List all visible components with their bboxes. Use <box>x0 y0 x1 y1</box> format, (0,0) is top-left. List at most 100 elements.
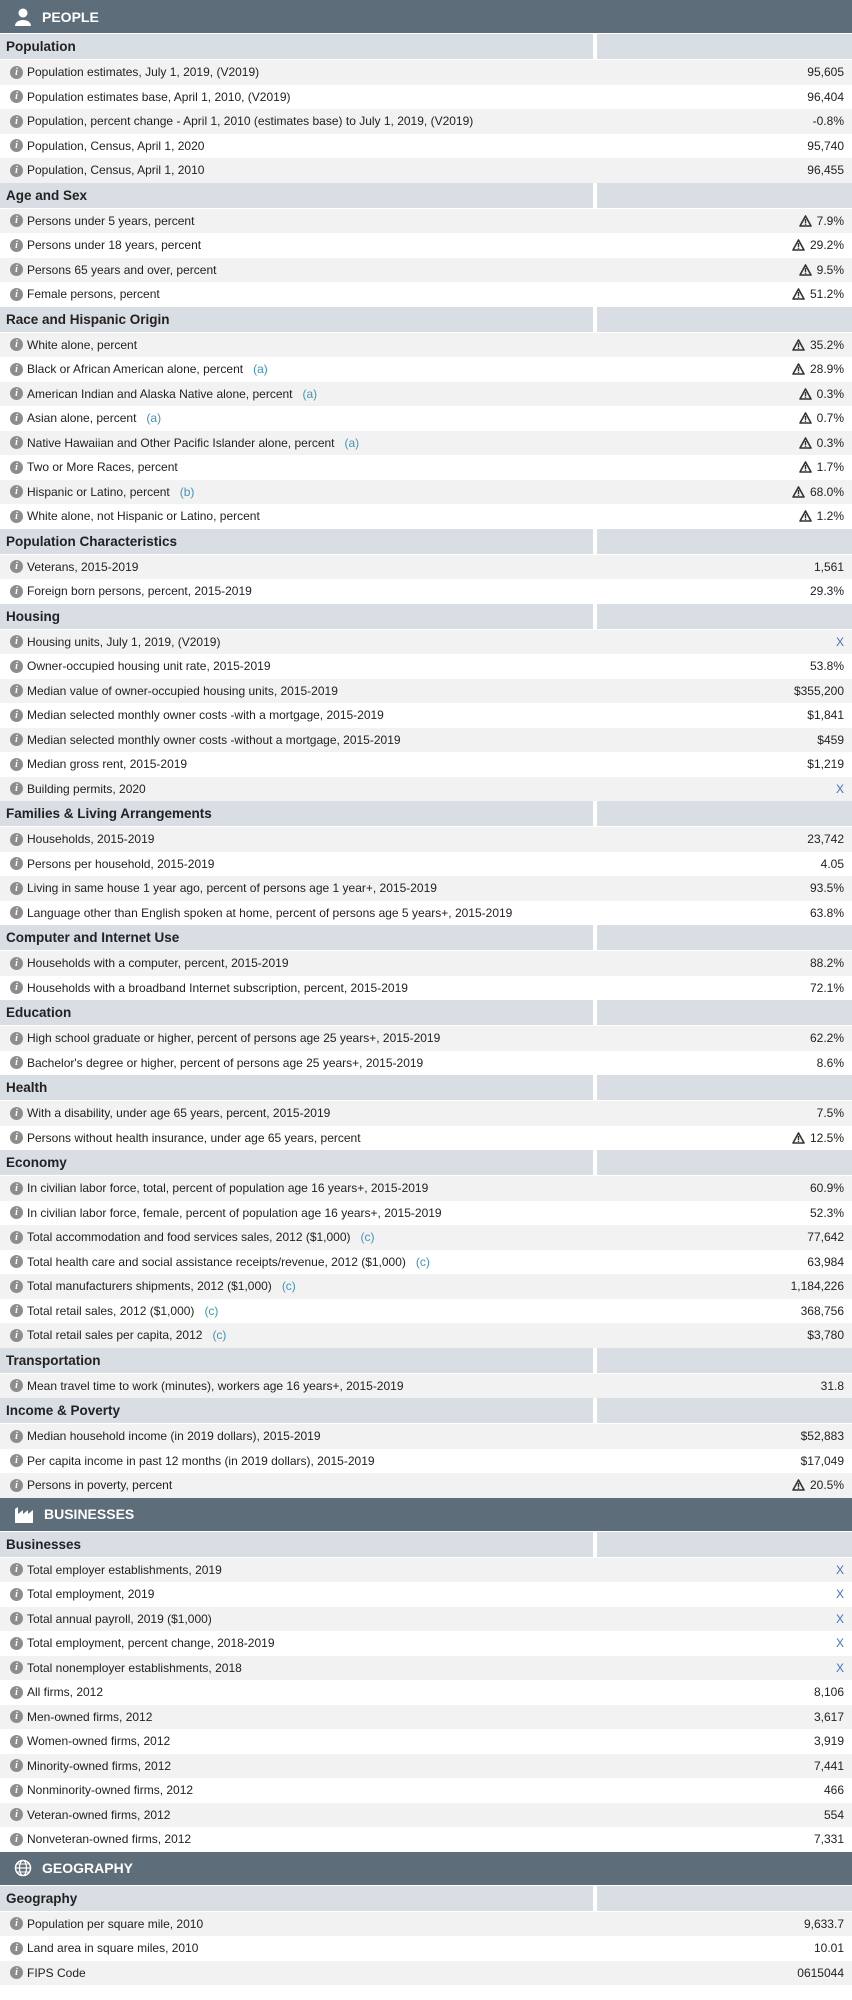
info-icon[interactable]: i <box>10 708 23 722</box>
fact-value-cell: 466 <box>597 1783 852 1797</box>
info-icon[interactable]: i <box>10 214 23 228</box>
info-icon[interactable]: i <box>10 956 23 970</box>
info-icon[interactable]: i <box>10 1808 23 1822</box>
info-icon[interactable]: i <box>10 733 23 747</box>
info-icon[interactable]: i <box>10 1941 23 1955</box>
info-icon[interactable]: i <box>10 509 23 523</box>
group-header-cell <box>597 306 852 332</box>
footnote-link[interactable]: (a) <box>344 435 360 450</box>
info-icon[interactable]: i <box>10 684 23 698</box>
info-icon[interactable]: i <box>10 906 23 920</box>
info-icon[interactable]: i <box>10 1255 23 1269</box>
info-icon[interactable]: i <box>10 139 23 153</box>
info-icon[interactable]: i <box>10 1106 23 1120</box>
flag-icon[interactable] <box>792 239 805 252</box>
info-icon[interactable]: i <box>10 1279 23 1293</box>
flag-icon[interactable] <box>798 214 812 227</box>
info-icon[interactable]: i <box>10 1917 23 1931</box>
info-icon[interactable]: i <box>10 1056 23 1070</box>
info-icon[interactable]: i <box>10 560 23 574</box>
info-icon[interactable]: i <box>10 238 23 252</box>
fact-label: With a disability, under age 65 years, p… <box>27 1106 331 1121</box>
info-icon[interactable]: i <box>10 1966 23 1980</box>
info-icon[interactable]: i <box>10 90 23 104</box>
info-icon[interactable]: i <box>10 338 23 352</box>
info-icon[interactable]: i <box>10 263 23 277</box>
fact-label: In civilian labor force, total, percent … <box>27 1181 429 1196</box>
info-icon[interactable]: i <box>10 460 23 474</box>
flag-icon[interactable] <box>792 363 805 376</box>
fact-label-cell: i Persons under 18 years, percent <box>0 238 597 252</box>
flag-icon[interactable] <box>798 436 812 449</box>
info-icon[interactable]: i <box>10 1734 23 1748</box>
info-icon[interactable]: i <box>10 1685 23 1699</box>
footnote-link[interactable]: (c) <box>281 1279 296 1294</box>
info-icon[interactable]: i <box>10 782 23 796</box>
info-icon[interactable]: i <box>10 1429 23 1443</box>
fact-label-cell: i In civilian labor force, total, percent… <box>0 1181 597 1195</box>
flag-icon[interactable] <box>798 387 812 400</box>
info-icon[interactable]: i <box>10 1379 23 1393</box>
info-icon[interactable]: i <box>10 584 23 598</box>
info-icon[interactable]: i <box>10 832 23 846</box>
info-icon[interactable]: i <box>10 757 23 771</box>
info-icon[interactable]: i <box>10 65 23 79</box>
fact-label-cell: i Total annual payroll, 2019 ($1,000) <box>0 1612 597 1626</box>
info-icon[interactable]: i <box>10 1710 23 1724</box>
flag-icon[interactable] <box>798 412 812 425</box>
flag-icon[interactable] <box>792 1131 805 1144</box>
footnote-link[interactable]: (a) <box>253 362 268 377</box>
info-icon[interactable]: i <box>10 287 23 301</box>
info-icon[interactable]: i <box>10 485 23 499</box>
info-icon[interactable]: i <box>10 1206 23 1220</box>
info-icon[interactable]: i <box>10 114 23 128</box>
info-icon[interactable]: i <box>10 857 23 871</box>
info-icon[interactable]: i <box>10 1661 23 1675</box>
info-icon[interactable]: i <box>10 1328 23 1342</box>
info-icon[interactable]: i <box>10 387 23 401</box>
info-icon[interactable]: i <box>10 1832 23 1846</box>
fact-label: Median gross rent, 2015-2019 <box>27 757 188 772</box>
flag-icon[interactable] <box>798 461 812 474</box>
info-icon[interactable]: i <box>10 1783 23 1797</box>
info-icon[interactable]: i <box>10 881 23 895</box>
info-icon[interactable]: i <box>10 1454 23 1468</box>
info-icon[interactable]: i <box>10 1304 23 1318</box>
info-icon[interactable]: i <box>10 1612 23 1626</box>
flag-icon[interactable] <box>798 263 812 276</box>
flag-icon[interactable] <box>798 510 812 523</box>
footnote-link[interactable]: (a) <box>146 411 162 426</box>
info-icon[interactable]: i <box>10 659 23 673</box>
footnote-link[interactable]: (c) <box>415 1254 430 1269</box>
footnote-link[interactable]: (a) <box>302 386 318 401</box>
footnote-link[interactable]: (b) <box>179 484 195 499</box>
info-icon[interactable]: i <box>10 1031 23 1045</box>
fact-value-cell: 72.1% <box>597 981 852 995</box>
footnote-link[interactable]: (c) <box>360 1230 375 1245</box>
footnote-link[interactable]: (c) <box>212 1328 227 1343</box>
info-icon[interactable]: i <box>10 635 23 649</box>
fact-label: Persons per household, 2015-2019 <box>27 856 215 871</box>
flag-icon[interactable] <box>792 338 805 351</box>
info-icon[interactable]: i <box>10 1759 23 1773</box>
info-icon[interactable]: i <box>10 1478 23 1492</box>
flag-icon[interactable] <box>792 288 805 301</box>
flag-icon[interactable] <box>792 485 805 498</box>
info-icon[interactable]: i <box>10 1181 23 1195</box>
info-icon[interactable]: i <box>10 1563 23 1577</box>
info-icon[interactable]: i <box>10 436 23 450</box>
info-icon[interactable]: i <box>10 411 23 425</box>
fact-value-cell: 29.2% <box>597 238 852 252</box>
fact-value-cell: 12.5% <box>597 1131 852 1145</box>
info-icon[interactable]: i <box>10 1587 23 1601</box>
flag-icon[interactable] <box>792 1479 805 1492</box>
info-icon[interactable]: i <box>10 1636 23 1650</box>
info-icon[interactable]: i <box>10 1131 23 1145</box>
info-icon[interactable]: i <box>10 1230 23 1244</box>
fact-label: Veteran-owned firms, 2012 <box>27 1807 171 1822</box>
fact-value-cell: $52,883 <box>597 1429 852 1443</box>
info-icon[interactable]: i <box>10 163 23 177</box>
footnote-link[interactable]: (c) <box>204 1303 219 1318</box>
info-icon[interactable]: i <box>10 981 23 995</box>
info-icon[interactable]: i <box>10 362 23 376</box>
